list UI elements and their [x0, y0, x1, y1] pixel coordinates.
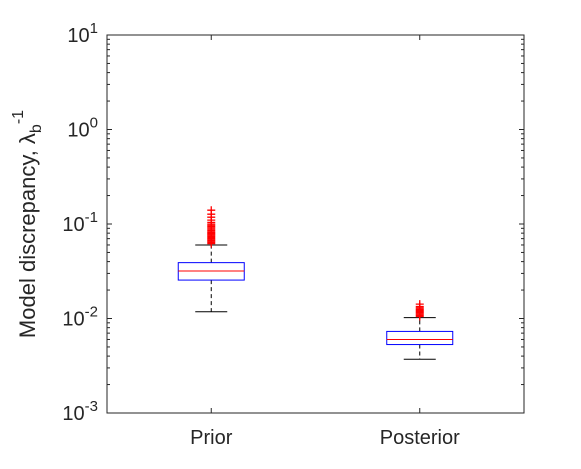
y-tick-label-base: 10	[67, 25, 89, 47]
y-tick-label-exponent: -2	[85, 304, 98, 321]
x-tick-label: Prior	[190, 427, 233, 449]
y-tick-label-exponent: -3	[85, 398, 98, 415]
x-tick-label: Posterior	[380, 427, 460, 449]
outlier-marker	[415, 300, 424, 309]
y-axis-label: Model discrepancy, λb-1	[10, 110, 45, 338]
box-iqr	[386, 330, 454, 346]
plot-area	[106, 34, 525, 414]
y-axis-label-main: Model discrepancy, λ	[15, 133, 40, 338]
y-tick-label: 101	[67, 20, 98, 47]
y-tick-label-base: 10	[62, 214, 84, 236]
y-tick-label: 10-2	[62, 304, 98, 331]
y-tick-label: 100	[67, 115, 98, 142]
y-tick-label-exponent: -1	[85, 209, 98, 226]
y-tick-label-base: 10	[62, 403, 84, 425]
y-tick-label-base: 10	[62, 309, 84, 331]
y-tick-label-exponent: 1	[90, 20, 98, 37]
boxes	[177, 206, 454, 360]
outlier-marker	[207, 206, 216, 215]
y-tick-label-exponent: 0	[90, 115, 98, 132]
y-tick-label: 10-1	[62, 209, 98, 236]
y-axis-label-sup: -1	[10, 110, 27, 124]
x-tick-labels: Prior Posterior	[190, 427, 460, 449]
y-ticks	[107, 34, 524, 414]
y-axis-label-sub: b	[28, 124, 45, 133]
y-tick-label-base: 10	[67, 120, 89, 142]
y-tick-label: 10-3	[62, 398, 98, 425]
